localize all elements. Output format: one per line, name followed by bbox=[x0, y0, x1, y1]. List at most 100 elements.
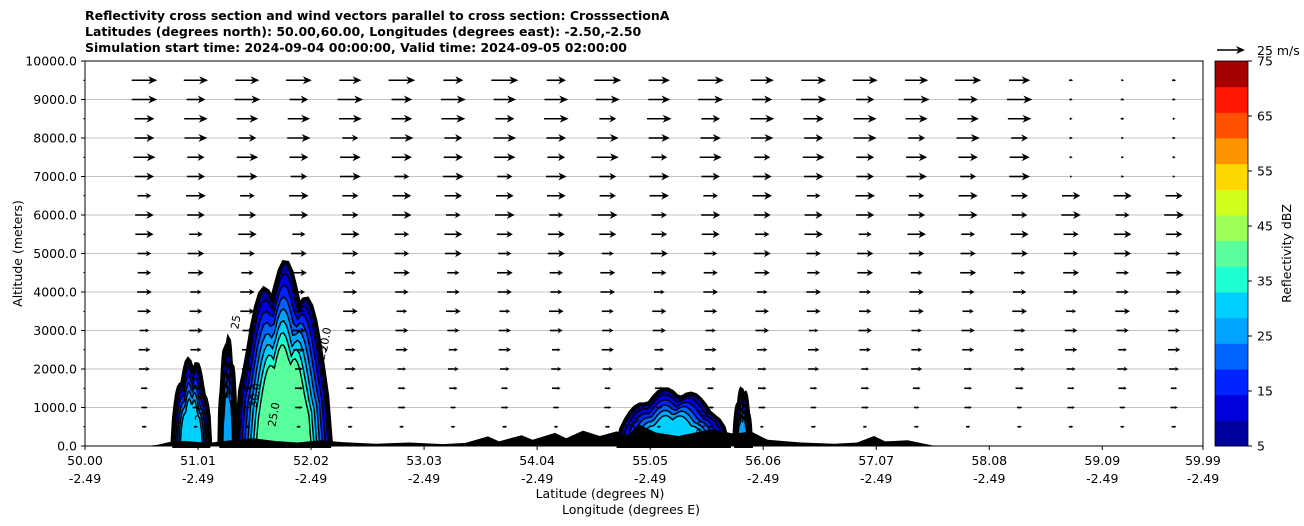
contour-label-8: 25.0 bbox=[733, 398, 750, 424]
wind-vector-16-9 bbox=[544, 114, 569, 123]
wind-vector-4-9 bbox=[552, 347, 561, 352]
wind-vector-3-5 bbox=[344, 366, 356, 372]
wind-vector-3-13 bbox=[757, 367, 767, 371]
wind-vector-3-9 bbox=[551, 366, 562, 372]
wind-vector-13-4 bbox=[290, 172, 308, 181]
wind-vector-16-3 bbox=[236, 114, 259, 123]
wind-vectors bbox=[131, 76, 1184, 429]
ytick-label-1: 1000.0 bbox=[33, 400, 77, 415]
wind-vector-7-19 bbox=[1064, 288, 1078, 296]
wind-vector-9-6 bbox=[394, 250, 410, 257]
wind-vector-15-4 bbox=[287, 134, 311, 142]
wind-vector-3-20 bbox=[1117, 366, 1128, 372]
wind-vector-15-11 bbox=[648, 134, 670, 142]
wind-vector-0-17 bbox=[966, 425, 971, 429]
wind-vector-18-5 bbox=[339, 76, 362, 85]
wind-vector-9-20 bbox=[1114, 249, 1132, 258]
wind-vector-13-16 bbox=[906, 172, 927, 181]
wind-vector-4-5 bbox=[345, 347, 356, 352]
wind-vector-18-14 bbox=[801, 76, 827, 85]
wind-vector-2-2 bbox=[191, 386, 201, 391]
wind-vector-7-9 bbox=[550, 289, 563, 295]
wind-vector-4-6 bbox=[395, 347, 408, 353]
wind-vector-9-10 bbox=[601, 250, 614, 257]
xtick-lat-label-5: 55.05 bbox=[632, 453, 668, 468]
wind-vector-14-17 bbox=[958, 153, 978, 162]
wind-vector-9-4 bbox=[291, 250, 307, 257]
wind-vector-10-15 bbox=[858, 231, 872, 238]
wind-vector-17-9 bbox=[544, 95, 569, 104]
wind-vector-15-2 bbox=[184, 134, 208, 142]
wind-vector-10-21 bbox=[1165, 230, 1183, 238]
wind-vector-10-6 bbox=[394, 231, 410, 238]
wind-vector-6-12 bbox=[704, 308, 718, 315]
wind-vector-4-3 bbox=[241, 347, 253, 353]
wind-vector-0-7 bbox=[451, 425, 456, 429]
wind-vector-4-11 bbox=[654, 347, 665, 352]
wind-vector-15-7 bbox=[444, 134, 463, 142]
colorbar-segment-4 bbox=[1215, 317, 1248, 344]
wind-vector-13-17 bbox=[960, 173, 977, 180]
colorbar-segment-5 bbox=[1215, 292, 1248, 319]
contour-label-1: 25 bbox=[315, 345, 330, 361]
wind-vector-5-10 bbox=[602, 328, 614, 333]
wind-vector-8-19 bbox=[1063, 269, 1080, 277]
wind-vector-14-6 bbox=[391, 153, 412, 162]
wind-vector-14-11 bbox=[651, 153, 668, 161]
wind-vector-2-7 bbox=[449, 386, 458, 391]
wind-vector-9-1 bbox=[137, 250, 152, 257]
wind-vector-1-19 bbox=[1067, 405, 1075, 410]
wind-vector-5-8 bbox=[498, 327, 511, 334]
xtick-lon-label-10: -2.49 bbox=[1187, 471, 1219, 486]
wind-vector-18-4 bbox=[286, 76, 312, 85]
wind-vector-14-9 bbox=[547, 153, 566, 162]
wind-vector-16-13 bbox=[750, 114, 775, 123]
wind-vector-11-7 bbox=[446, 211, 461, 219]
wind-vector-15-5 bbox=[342, 134, 359, 142]
wind-vector-4-1 bbox=[138, 347, 151, 353]
colorbar-segment-0 bbox=[1215, 420, 1248, 447]
colorbar-segment-1 bbox=[1215, 394, 1248, 421]
wind-vector-0-19 bbox=[1068, 425, 1074, 429]
wind-vector-4-2 bbox=[190, 347, 202, 353]
xtick-lat-label-10: 59.99 bbox=[1185, 453, 1221, 468]
wind-vector-12-2 bbox=[186, 191, 206, 200]
wind-vector-10-2 bbox=[189, 231, 203, 238]
wind-vector-7-18 bbox=[1012, 289, 1027, 295]
wind-vector-6-6 bbox=[396, 308, 408, 314]
wind-vector-18-1 bbox=[131, 76, 158, 85]
xtick-lat-label-3: 53.03 bbox=[406, 453, 442, 468]
wind-vector-1-10 bbox=[604, 405, 612, 410]
wind-vector-0-10 bbox=[605, 425, 611, 429]
wind-vector-12-17 bbox=[958, 191, 978, 200]
wind-vector-14-19 bbox=[1069, 155, 1073, 159]
wind-vector-17-21 bbox=[1172, 98, 1176, 101]
wind-vector-17-7 bbox=[440, 95, 466, 104]
wind-vector-15-1 bbox=[134, 134, 155, 142]
wind-vector-1-8 bbox=[501, 405, 509, 410]
contour-label-3: 25.0 bbox=[266, 401, 283, 427]
echo-contour-2-7 bbox=[255, 344, 312, 447]
wind-vector-2-17 bbox=[964, 386, 972, 390]
wind-vector-2-14 bbox=[810, 386, 818, 390]
wind-vector-16-6 bbox=[391, 114, 413, 123]
wind-vector-5-15 bbox=[858, 327, 872, 334]
wind-vector-6-17 bbox=[962, 308, 974, 314]
wind-vector-16-1 bbox=[134, 114, 155, 123]
wind-vector-16-10 bbox=[599, 115, 617, 123]
wind-vector-2-6 bbox=[398, 386, 406, 390]
wind-vector-4-13 bbox=[756, 347, 768, 353]
wind-vector-4-15 bbox=[859, 347, 871, 353]
wind-vector-8-9 bbox=[549, 269, 564, 276]
wind-vector-9-3 bbox=[239, 250, 255, 257]
wind-vector-9-8 bbox=[498, 250, 512, 257]
colorbar-segment-14 bbox=[1215, 61, 1248, 88]
wind-vector-16-21 bbox=[1172, 117, 1176, 121]
wind-vector-3-19 bbox=[1066, 367, 1076, 371]
wind-vector-14-20 bbox=[1121, 155, 1124, 159]
wind-vector-16-14 bbox=[803, 114, 824, 123]
wind-vector-5-11 bbox=[652, 327, 666, 334]
wind-vector-14-8 bbox=[494, 153, 516, 162]
wind-vector-16-17 bbox=[957, 114, 980, 123]
title-line-2: Latitudes (degrees north): 50.00,60.00, … bbox=[85, 24, 642, 39]
